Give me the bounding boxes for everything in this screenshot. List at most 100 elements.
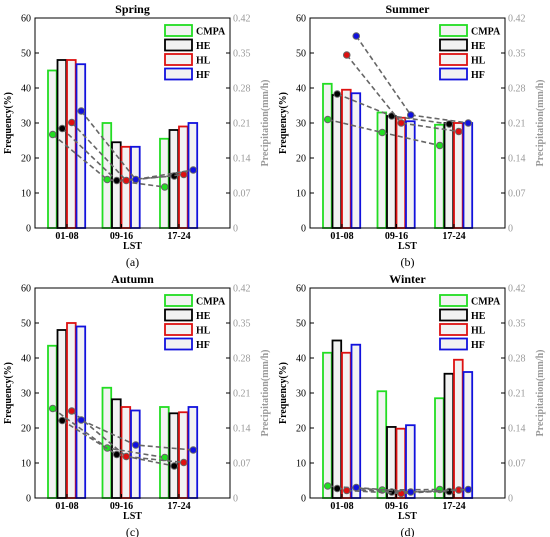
bar-he-09-16 xyxy=(386,426,397,499)
panel-caption: (d) xyxy=(401,525,415,537)
bar-hl-17-24 xyxy=(178,411,189,499)
y-tick-label: 50 xyxy=(21,49,31,60)
y-tick-label: 40 xyxy=(296,354,306,365)
legend-swatch-he xyxy=(164,38,193,52)
legend-swatch-he xyxy=(439,38,468,52)
bar-he-17-24 xyxy=(168,412,180,499)
legend-label-hl: HL xyxy=(471,56,486,67)
legend-swatch-cmpa xyxy=(439,24,468,37)
y2-tick-label: 0.42 xyxy=(233,284,251,295)
precip-point-he-01-08 xyxy=(333,484,342,493)
precip-point-hf-17-24 xyxy=(464,485,473,494)
precip-point-he-17-24 xyxy=(445,120,454,128)
precip-point-cmpa-01-08 xyxy=(48,404,57,413)
y2-tick-label: 0.42 xyxy=(508,14,526,25)
precip-point-cmpa-17-24 xyxy=(160,453,169,462)
panel-title: Autumn xyxy=(111,272,154,286)
x-axis-label: LST xyxy=(398,511,417,522)
y-tick-label: 50 xyxy=(296,49,306,60)
y2-axis-label: Precipitation(mm/h) xyxy=(260,349,271,436)
legend-swatch-cmpa xyxy=(164,24,193,37)
y2-tick-label: 0.35 xyxy=(508,49,526,60)
precip-point-hf-17-24 xyxy=(189,166,198,174)
y-tick-label: 20 xyxy=(296,424,306,435)
bar-hl-09-16 xyxy=(120,145,132,229)
precip-point-hl-01-08 xyxy=(342,486,351,495)
legend-swatch-hf xyxy=(164,67,193,81)
y-axis-label: Frequency(%) xyxy=(278,362,289,424)
bar-hl-01-08 xyxy=(66,59,77,229)
precip-point-hl-17-24 xyxy=(179,458,188,467)
y-tick-label: 60 xyxy=(21,14,31,25)
precip-point-hf-01-08 xyxy=(77,107,86,115)
legend-label-hf: HF xyxy=(471,70,485,81)
precip-point-he-17-24 xyxy=(170,462,179,470)
y2-tick-label: 0 xyxy=(508,494,513,505)
precip-point-he-01-08 xyxy=(58,124,67,133)
y2-tick-label: 0.07 xyxy=(508,189,526,200)
y2-tick-label: 0 xyxy=(508,224,513,235)
bar-cmpa-17-24 xyxy=(434,123,445,229)
panel-winter: Winter 0 10 20 30 40 50 60 0 0.07 0.14 0.21 0.28 0.35… xyxy=(278,272,546,537)
y-tick-label: 10 xyxy=(21,459,31,470)
y-tick-label: 60 xyxy=(21,284,31,295)
bar-hl-09-16 xyxy=(395,116,407,229)
y-tick-label: 0 xyxy=(301,224,306,235)
legend-swatch-cmpa xyxy=(439,294,468,307)
y-axis-label: Frequency(%) xyxy=(3,92,14,154)
precip-point-hl-17-24 xyxy=(454,127,463,136)
y-tick-label: 40 xyxy=(296,84,306,95)
bar-cmpa-01-08 xyxy=(47,69,58,229)
y2-tick-label: 0.07 xyxy=(233,189,251,200)
x-axis-label: LST xyxy=(123,511,142,522)
precip-point-hl-01-08 xyxy=(67,118,76,127)
bar-cmpa-17-24 xyxy=(159,406,170,499)
y-tick-label: 20 xyxy=(296,154,306,165)
y2-tick-label: 0.42 xyxy=(508,284,526,295)
y2-tick-label: 0.28 xyxy=(233,354,251,365)
precip-point-cmpa-09-16 xyxy=(103,175,112,184)
precip-point-cmpa-17-24 xyxy=(435,141,444,150)
y-tick-label: 30 xyxy=(21,119,31,130)
y2-axis-label: Precipitation(mm/h) xyxy=(535,79,546,166)
y-tick-label: 20 xyxy=(21,424,31,435)
bar-hf-01-08 xyxy=(350,92,362,229)
bar-hl-01-08 xyxy=(341,88,352,229)
y2-tick-label: 0.28 xyxy=(508,354,526,365)
precip-point-cmpa-01-08 xyxy=(323,482,332,490)
precip-point-he-09-16 xyxy=(112,450,121,459)
y-tick-label: 30 xyxy=(296,119,306,130)
precip-point-cmpa-01-08 xyxy=(323,115,332,124)
legend-swatch-hf xyxy=(439,337,468,351)
precip-point-he-01-08 xyxy=(333,90,342,98)
x-tick-label: 01-08 xyxy=(55,501,78,512)
panel-caption: (b) xyxy=(401,255,415,269)
y2-tick-label: 0.42 xyxy=(233,14,251,25)
legend-label-hl: HL xyxy=(196,326,211,337)
y-tick-label: 60 xyxy=(296,284,306,295)
precip-point-hl-09-16 xyxy=(122,176,131,185)
bar-hf-09-16 xyxy=(405,120,416,229)
y2-axis-label: Precipitation(mm/h) xyxy=(260,79,271,166)
bar-hf-17-24 xyxy=(187,122,199,229)
bar-hl-01-08 xyxy=(341,351,352,499)
bar-he-01-08 xyxy=(331,339,343,499)
x-tick-label: 01-08 xyxy=(55,231,78,242)
precip-point-cmpa-01-08 xyxy=(48,130,57,139)
y2-tick-label: 0.35 xyxy=(233,319,251,330)
y-tick-label: 60 xyxy=(296,14,306,25)
legend-label-he: HE xyxy=(471,311,486,322)
bar-he-01-08 xyxy=(56,59,68,229)
bar-hf-17-24 xyxy=(462,122,474,229)
y-tick-label: 30 xyxy=(21,389,31,400)
precip-point-hl-01-08 xyxy=(342,51,351,59)
y2-tick-label: 0.14 xyxy=(233,424,251,435)
bar-cmpa-01-08 xyxy=(47,344,58,499)
precip-point-hf-09-16 xyxy=(131,175,140,184)
panel-spring: Spring 0 10 20 30 40 50 60 0 0.07 0.14 0.21 0.28 0.35… xyxy=(3,2,271,269)
y-tick-label: 10 xyxy=(21,189,31,200)
x-tick-label: 01-08 xyxy=(330,231,353,242)
precip-line-hf xyxy=(356,486,469,493)
x-tick-label: 17-24 xyxy=(442,501,465,512)
y2-tick-label: 0.21 xyxy=(233,119,251,130)
